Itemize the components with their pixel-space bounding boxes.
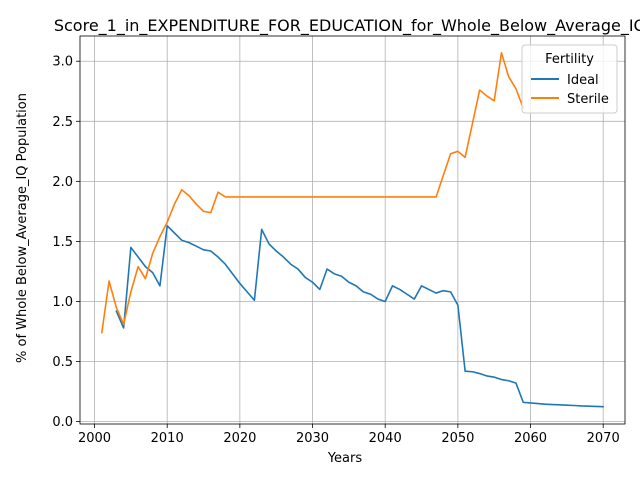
x-tick-label: 2060	[514, 431, 547, 446]
x-tick-label: 2030	[296, 431, 329, 446]
y-tick-label: 2.0	[52, 175, 73, 190]
y-tick-label: 0.0	[52, 415, 73, 430]
grid	[80, 36, 625, 424]
x-axis-label: Years	[327, 451, 363, 466]
y-tick-label: 1.0	[52, 295, 73, 310]
x-tick-label: 2020	[223, 431, 256, 446]
x-tick-label: 2040	[369, 431, 402, 446]
y-tick-label: 0.5	[52, 355, 73, 370]
x-tick-label: 2050	[441, 431, 474, 446]
legend: Fertility Ideal Sterile	[521, 44, 618, 114]
series-lines	[101, 52, 605, 408]
legend-title: Fertility	[545, 52, 594, 67]
y-axis-label: % of Whole Below_Average_IQ Population	[15, 93, 30, 363]
x-tick-label: 2010	[151, 431, 184, 446]
series-line-ideal	[115, 225, 605, 408]
legend-box	[521, 44, 618, 114]
plot-frame	[79, 35, 626, 425]
series-line-sterile	[101, 52, 525, 334]
legend-entry-sterile: Sterile	[567, 92, 609, 107]
axis-ticks: 2000 2010 2020 2030 2040 2050 2060 2070 0.0 0.5 1.…	[52, 55, 619, 446]
x-tick-label: 2000	[78, 431, 111, 446]
legend-entry-ideal: Ideal	[567, 73, 599, 88]
y-tick-label: 1.5	[52, 235, 73, 250]
x-tick-label: 2070	[587, 431, 620, 446]
y-tick-label: 2.5	[52, 115, 73, 130]
y-tick-label: 3.0	[52, 55, 73, 70]
chart-title: Score_1_in_EXPENDITURE_FOR_EDUCATION_for…	[54, 16, 640, 36]
